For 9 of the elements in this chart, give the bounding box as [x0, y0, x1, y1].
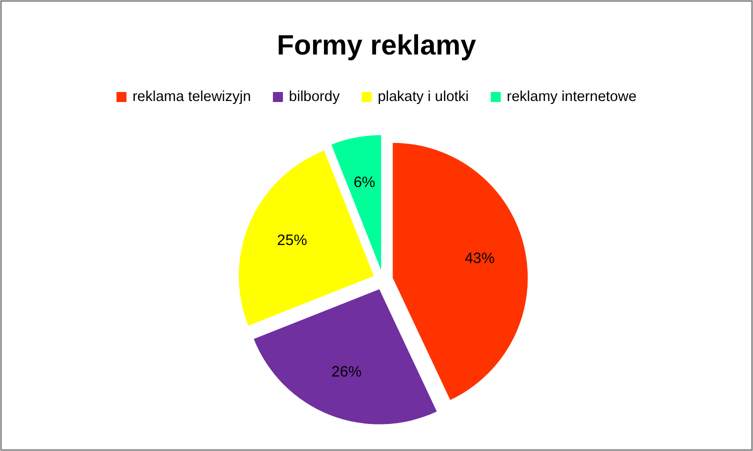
data-label: 43%: [464, 250, 495, 267]
chart-title: Formy reklamy: [276, 30, 477, 60]
legend-label: reklama telewizyjn: [132, 89, 251, 105]
data-label: 26%: [332, 364, 362, 381]
legend-label: reklamy internetowe: [506, 89, 637, 105]
data-label: 25%: [277, 232, 308, 250]
legend-label: plakaty i ulotki: [378, 89, 469, 105]
data-label: 6%: [354, 174, 376, 192]
legend-label: bilbordy: [288, 89, 340, 105]
